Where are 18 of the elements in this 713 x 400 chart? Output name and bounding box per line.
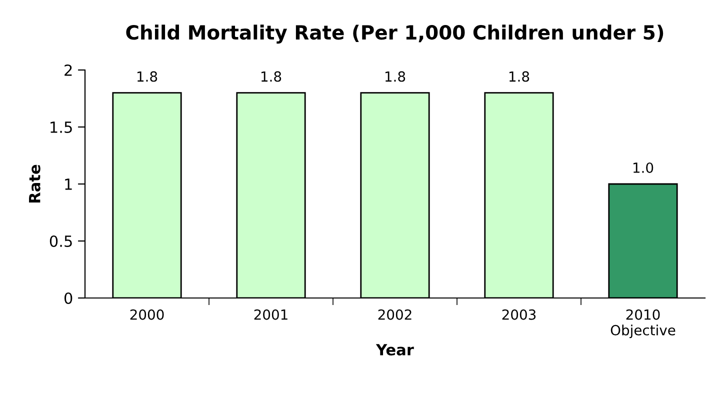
data-label: 1.0 bbox=[633, 162, 654, 173]
chart-title: Child Mortality Rate (Per 1,000 Children under 5) bbox=[126, 24, 664, 44]
y-axis-title: Rate bbox=[29, 164, 40, 202]
x-tick-label: 2002 bbox=[378, 309, 412, 320]
y-tick-label: 1 bbox=[65, 178, 72, 190]
x-tick-label: 2001 bbox=[254, 309, 288, 320]
y-tick-label: 0 bbox=[64, 292, 72, 304]
y-tick-label: 2 bbox=[64, 64, 72, 76]
data-label: 1.8 bbox=[261, 71, 282, 82]
x-tick-label: 2010 Objective bbox=[610, 309, 676, 338]
y-tick-label: 1.5 bbox=[50, 122, 72, 134]
data-label: 1.8 bbox=[385, 71, 406, 82]
x-tick-label: 2003 bbox=[502, 309, 536, 320]
x-axis-title: Year bbox=[376, 344, 414, 356]
data-label: 1.8 bbox=[509, 71, 530, 82]
x-tick-label: 2000 bbox=[130, 309, 164, 320]
data-label: 1.8 bbox=[137, 71, 158, 82]
y-tick-label: 0.5 bbox=[50, 235, 72, 248]
